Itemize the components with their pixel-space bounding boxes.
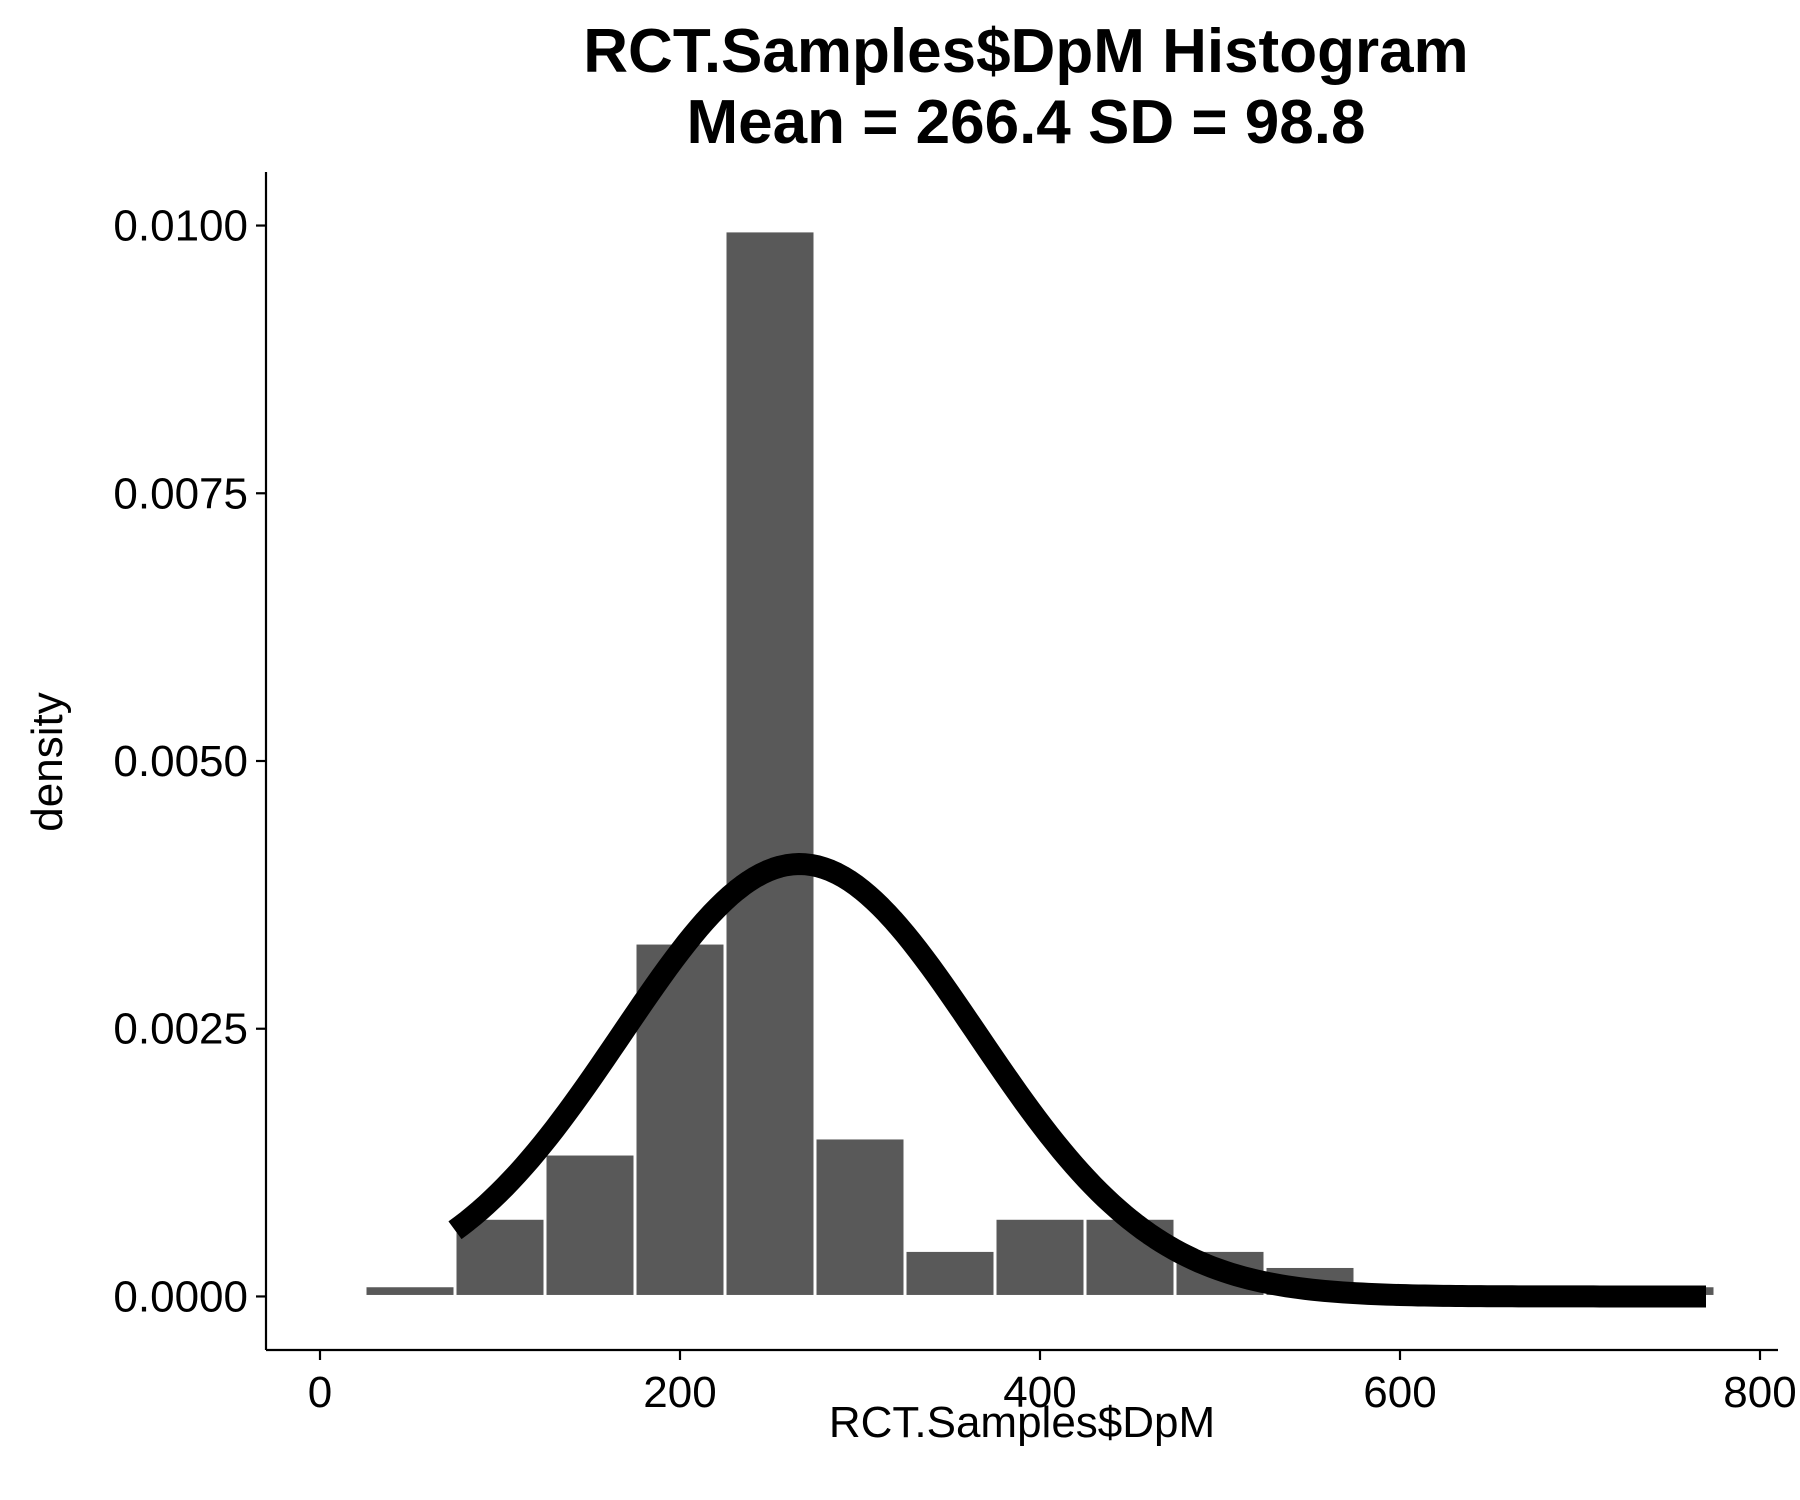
histogram-bar — [363, 1284, 457, 1298]
histogram-bar — [813, 1136, 907, 1298]
x-tick-label: 800 — [1723, 1368, 1796, 1417]
chart-title: RCT.Samples$DpM Histogram — [583, 17, 1468, 86]
x-tick-label: 0 — [308, 1368, 332, 1417]
histogram-bar — [723, 229, 817, 1298]
y-tick-label: 0.0050 — [113, 737, 248, 786]
y-tick-label: 0.0100 — [113, 202, 248, 251]
y-axis-label: density — [23, 692, 72, 831]
y-axis-ticks: 0.0000 0.0025 0.0050 0.0075 0.0100 — [113, 202, 266, 1321]
histogram-bar — [543, 1152, 637, 1298]
y-tick-label: 0.0025 — [113, 1005, 248, 1054]
y-tick-label: 0.0075 — [113, 469, 248, 518]
x-tick-label: 600 — [1363, 1368, 1436, 1417]
x-axis-ticks: 0 200 400 600 800 — [308, 1350, 1797, 1417]
x-tick-label: 200 — [643, 1368, 716, 1417]
x-axis-label: RCT.Samples$DpM — [829, 1398, 1215, 1447]
chart-subtitle: Mean = 266.4 SD = 98.8 — [687, 88, 1366, 157]
normal-curve-layer — [448, 853, 1711, 1308]
x-tick-label: 400 — [1003, 1368, 1076, 1417]
histogram-bar — [993, 1216, 1087, 1298]
normal-density-curve — [448, 853, 1711, 1308]
y-tick-label: 0.0000 — [113, 1272, 248, 1321]
histogram-bar — [903, 1248, 997, 1298]
